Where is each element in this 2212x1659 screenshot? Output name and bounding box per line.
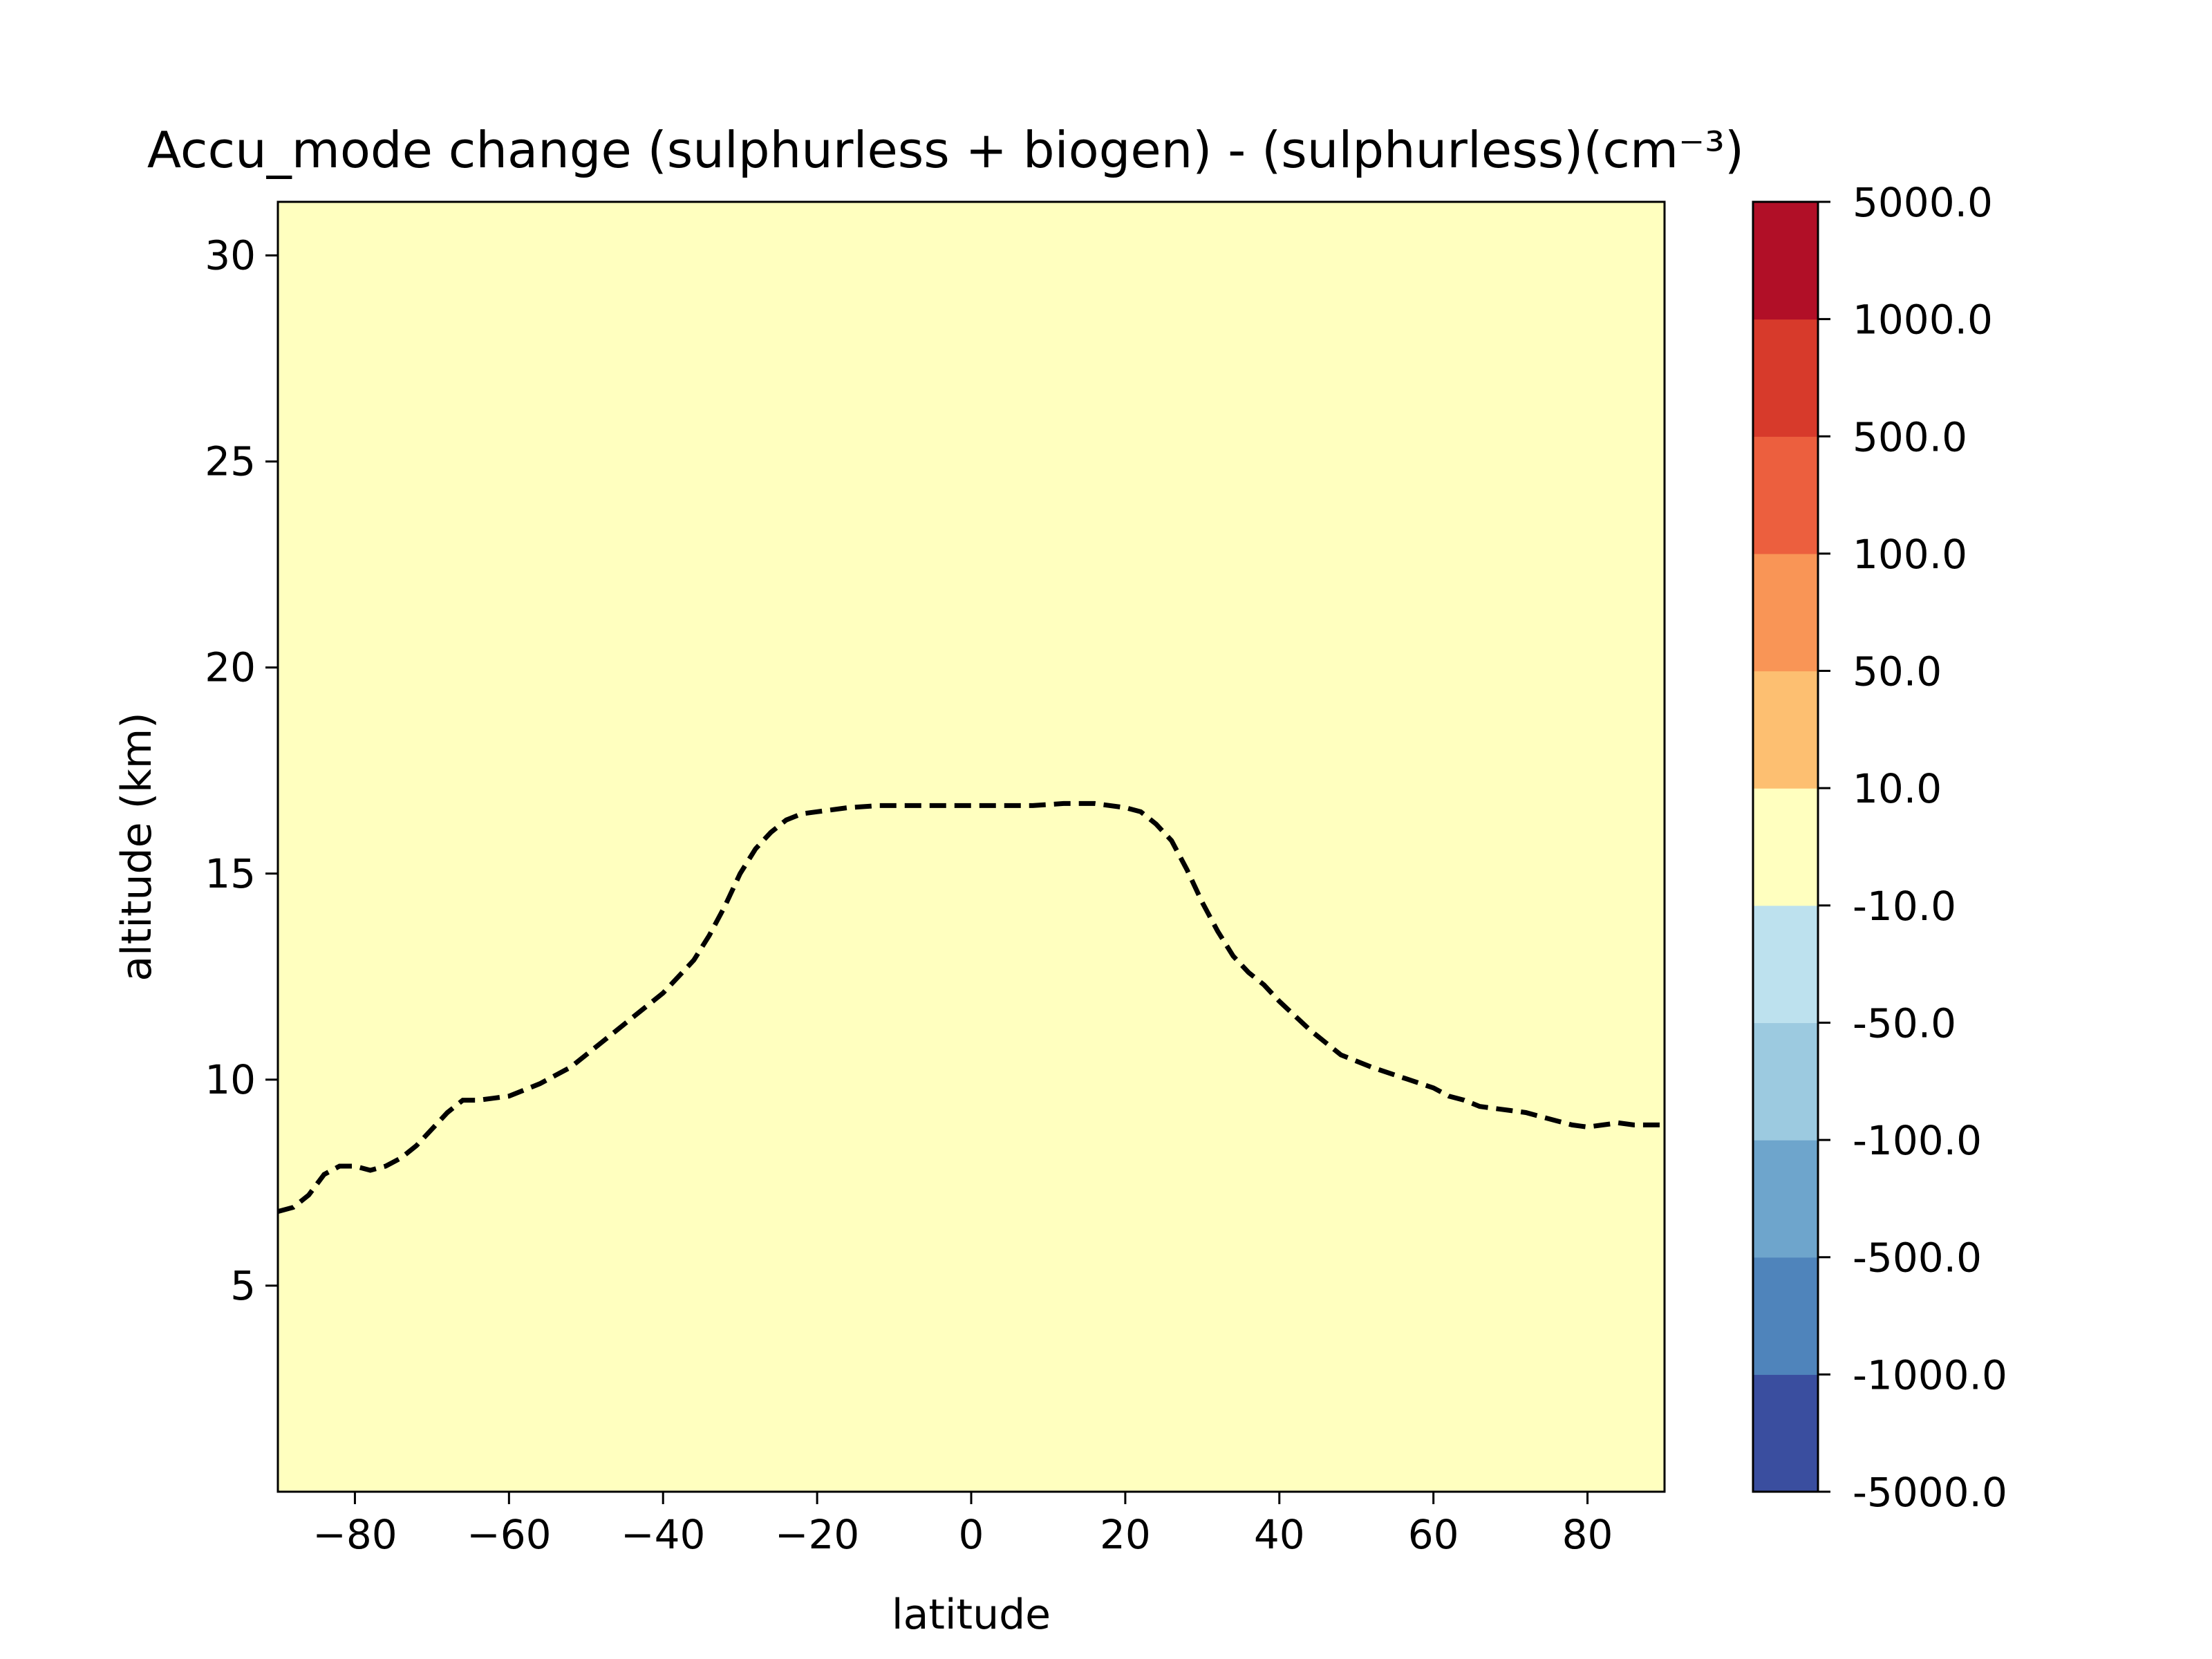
colorbar-segment bbox=[1753, 905, 1818, 1024]
colorbar-segment bbox=[1753, 436, 1818, 554]
contour-field bbox=[278, 202, 1665, 1492]
x-axis-label: latitude bbox=[892, 1591, 1051, 1639]
y-axis-label: altitude (km) bbox=[113, 712, 161, 981]
x-tick-label: 20 bbox=[1100, 1511, 1151, 1558]
colorbar-tick-label: 100.0 bbox=[1853, 531, 1967, 578]
y-tick-label: 20 bbox=[205, 644, 256, 691]
y-tick-label: 15 bbox=[205, 850, 256, 897]
colorbar-segment bbox=[1753, 1140, 1818, 1258]
y-tick-label: 10 bbox=[205, 1056, 256, 1103]
chart-title: Accu_mode change (sulphurless + biogen) … bbox=[147, 121, 1744, 179]
colorbar-tick-label: 10.0 bbox=[1853, 765, 1942, 812]
colorbar-tick-label: -500.0 bbox=[1853, 1235, 1982, 1282]
colorbar-segment bbox=[1753, 788, 1818, 906]
colorbar-tick-label: 500.0 bbox=[1853, 413, 1967, 460]
y-tick-label: 30 bbox=[205, 232, 256, 279]
colorbar-segment bbox=[1753, 1257, 1818, 1375]
colorbar-tick-label: -10.0 bbox=[1853, 883, 1956, 930]
x-tick-label: −20 bbox=[775, 1511, 859, 1558]
colorbar-tick-label: -5000.0 bbox=[1853, 1469, 2007, 1516]
x-tick-label: 40 bbox=[1254, 1511, 1305, 1558]
x-axis: −80 −60 −40 −20 0 20 40 60 80 bbox=[312, 1492, 1613, 1558]
colorbar-tick-label: -50.0 bbox=[1853, 1000, 1956, 1047]
x-tick-label: 80 bbox=[1562, 1511, 1613, 1558]
colorbar-segment bbox=[1753, 1022, 1818, 1141]
y-axis: 5 10 15 20 25 30 bbox=[205, 232, 278, 1309]
colorbar-segment bbox=[1753, 319, 1818, 437]
colorbar-tick-label: -100.0 bbox=[1853, 1117, 1982, 1164]
tropopause-contour bbox=[277, 800, 1665, 1214]
x-tick-label: −80 bbox=[312, 1511, 397, 1558]
tropopause-line bbox=[277, 800, 1665, 1214]
x-tick-label: 60 bbox=[1408, 1511, 1459, 1558]
x-tick-label: −40 bbox=[621, 1511, 705, 1558]
colorbar-tick-label: 5000.0 bbox=[1853, 179, 1993, 226]
y-tick-label: 5 bbox=[230, 1262, 256, 1309]
colorbar-segment bbox=[1753, 553, 1818, 672]
plot-area bbox=[276, 200, 1666, 1493]
colorbar-frame bbox=[1752, 200, 1819, 1493]
colorbar-segment bbox=[1753, 202, 1818, 320]
colorbar-segment bbox=[1753, 671, 1818, 789]
colorbar: -5000.0 -1000.0 -500.0 -100.0 -50.0 -10.0 10.0… bbox=[1752, 179, 2007, 1516]
colorbar-tick-label: 1000.0 bbox=[1853, 297, 1993, 344]
colorbar-segment bbox=[1753, 1374, 1818, 1492]
colorbar-tick-label: -1000.0 bbox=[1853, 1351, 2007, 1398]
y-tick-label: 25 bbox=[205, 438, 256, 485]
x-tick-label: −60 bbox=[467, 1511, 551, 1558]
x-tick-label: 0 bbox=[959, 1511, 984, 1558]
colorbar-tick-label: 50.0 bbox=[1853, 648, 1942, 695]
